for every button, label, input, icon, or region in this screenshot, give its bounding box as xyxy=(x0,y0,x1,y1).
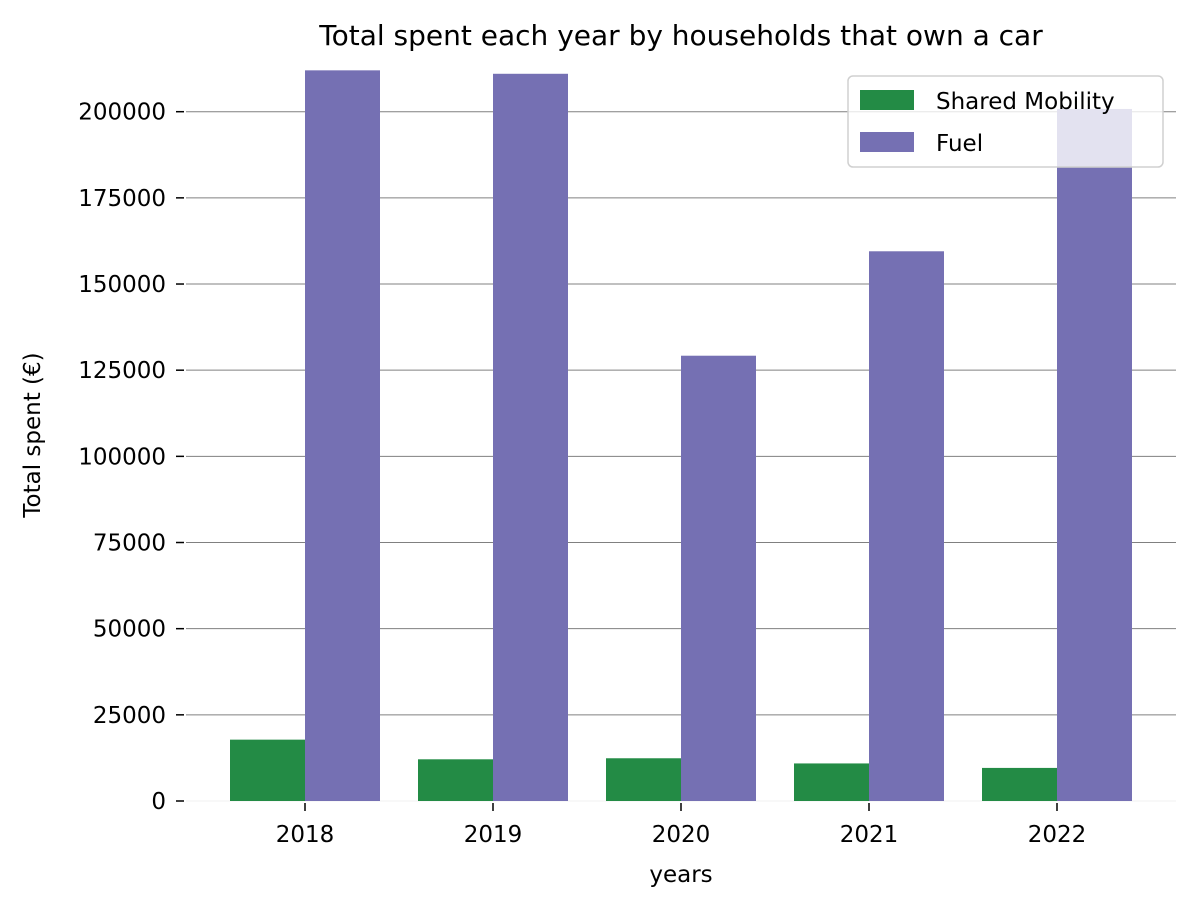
y-axis-label: Total spent (€) xyxy=(20,352,46,518)
bar-shared-mobility-2018 xyxy=(230,739,305,801)
y-tick-label: 125000 xyxy=(78,358,166,384)
y-tick-label: 0 xyxy=(151,789,166,815)
bar-fuel-2021 xyxy=(869,251,944,802)
y-tick-label: 200000 xyxy=(78,100,166,126)
y-tick-label: 50000 xyxy=(93,617,166,643)
y-tick-label: 175000 xyxy=(78,186,166,212)
x-axis-label: years xyxy=(649,862,712,888)
y-tick-label: 75000 xyxy=(93,531,166,557)
bar-shared-mobility-2021 xyxy=(794,763,869,801)
y-tick-label: 100000 xyxy=(78,444,166,470)
x-tick-label: 2020 xyxy=(652,822,711,848)
legend-swatch-fuel xyxy=(860,132,914,152)
x-tick-label: 2018 xyxy=(276,822,335,848)
x-axis-ticks: 2018 2019 2020 2021 2022 xyxy=(276,803,1087,848)
legend-swatch-shared-mobility xyxy=(860,90,914,110)
x-tick-label: 2021 xyxy=(840,822,899,848)
bar-shared-mobility-2022 xyxy=(982,767,1057,801)
legend-label: Shared Mobility xyxy=(936,89,1115,115)
y-axis-ticks: 0 25000 50000 75000 100000 125000 150000 175000… xyxy=(78,100,184,815)
chart-title: Total spent each year by households that… xyxy=(318,19,1043,52)
bars xyxy=(230,70,1132,802)
y-tick-label: 150000 xyxy=(78,272,166,298)
bar-fuel-2022 xyxy=(1057,108,1132,801)
x-tick-label: 2022 xyxy=(1028,822,1087,848)
bar-shared-mobility-2019 xyxy=(418,759,493,801)
legend-label: Fuel xyxy=(936,131,983,157)
bar-shared-mobility-2020 xyxy=(606,758,681,801)
legend-box xyxy=(847,75,1164,168)
y-tick-label: 25000 xyxy=(93,703,166,729)
bar-fuel-2020 xyxy=(681,355,756,801)
bar-fuel-2019 xyxy=(493,73,568,801)
x-tick-label: 2019 xyxy=(464,822,523,848)
legend: Shared Mobility Fuel xyxy=(847,75,1164,168)
bar-fuel-2018 xyxy=(305,70,380,801)
